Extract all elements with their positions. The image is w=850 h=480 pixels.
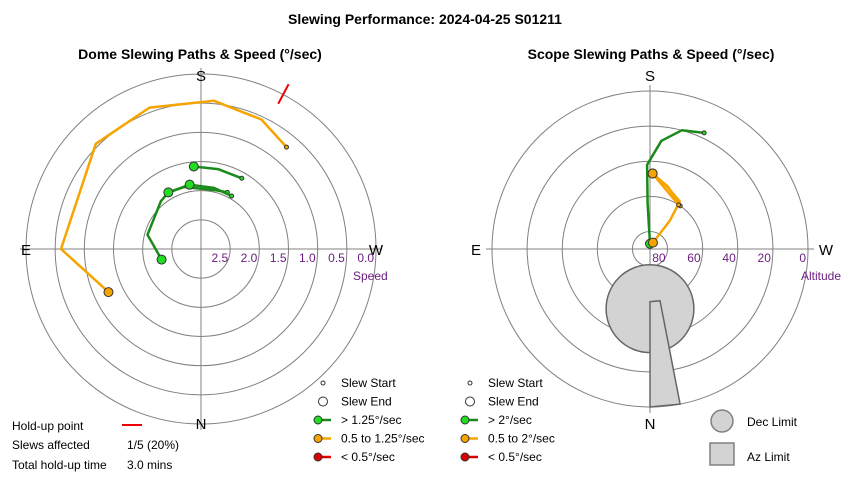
dome-legend-marker-fast bbox=[313, 415, 323, 425]
dome-slew-start-marker bbox=[184, 179, 195, 190]
dome-legend-end-symbol bbox=[318, 396, 328, 407]
scope-slew-path bbox=[651, 172, 680, 207]
figure-title: Slewing Performance: 2024-04-25 S01211 bbox=[288, 11, 562, 27]
scope-legend-marker-fast bbox=[460, 415, 470, 425]
scope-legend-label: Slew Start bbox=[488, 376, 543, 390]
dome-slew-start-marker bbox=[163, 187, 174, 198]
dome-polar-chart: Dome Slewing Paths & Speed (°/sec) S N E… bbox=[20, 46, 388, 433]
scope-az-limit-zone bbox=[649, 299, 681, 408]
dome-slew-path bbox=[192, 165, 244, 180]
scope-radial-axis-label: Altitude bbox=[801, 269, 841, 283]
dome-slew-start-marker bbox=[188, 161, 199, 172]
dome-holdup-marker bbox=[277, 83, 290, 105]
scope-radial-ticks: 80 60 40 20 0 bbox=[652, 251, 806, 265]
dome-legend: Slew Start Slew End > 1.25°/sec 0.5 to 1.25… bbox=[313, 376, 425, 464]
dome-slew-path bbox=[59, 99, 288, 294]
dome-direction-left: E bbox=[21, 242, 31, 259]
scope-tick-label: 60 bbox=[687, 251, 701, 265]
dome-legend-label: < 0.5°/sec bbox=[341, 450, 395, 464]
scope-slew-start-marker bbox=[647, 168, 658, 179]
dome-legend-label: Slew Start bbox=[341, 376, 396, 390]
dome-radial-axis-label: Speed bbox=[353, 269, 388, 283]
az-limit-legend-swatch bbox=[709, 442, 735, 466]
scope-slew-path bbox=[645, 129, 706, 245]
scope-tick-label: 20 bbox=[758, 251, 772, 265]
scope-legend-marker-slow bbox=[460, 452, 470, 462]
dome-slew-paths bbox=[59, 83, 290, 298]
scope-legend-label: 0.5 to 2°/sec bbox=[488, 432, 555, 446]
dome-legend-start-symbol bbox=[320, 380, 326, 386]
dome-slew-start-marker bbox=[103, 287, 114, 298]
scope-slew-start-marker bbox=[647, 237, 658, 248]
holdup-point-label: Hold-up point bbox=[12, 419, 84, 433]
dome-slew-end-marker bbox=[283, 144, 289, 150]
scope-legend-label: < 0.5°/sec bbox=[488, 450, 542, 464]
scope-slew-paths bbox=[645, 129, 707, 249]
dome-radial-ticks: 2.5 2.0 1.5 1.0 0.5 0.0 bbox=[211, 251, 374, 265]
scope-direction-top: S bbox=[645, 68, 655, 85]
scope-direction-right: W bbox=[819, 242, 834, 259]
dome-polar-grid bbox=[20, 68, 382, 430]
dome-direction-bottom: N bbox=[196, 416, 207, 433]
holdup-time-label: Total hold-up time bbox=[12, 458, 107, 472]
scope-tick-label: 0 bbox=[799, 251, 806, 265]
dome-slew-end-marker bbox=[229, 193, 235, 199]
dome-tick-label: 1.0 bbox=[299, 251, 316, 265]
scope-legend-marker-medium bbox=[460, 434, 470, 443]
holdup-time-value: 3.0 mins bbox=[127, 458, 172, 472]
dome-slew-start-marker bbox=[156, 254, 167, 265]
scope-limit-zones bbox=[605, 264, 695, 408]
dome-tick-label: 2.5 bbox=[211, 251, 228, 265]
scope-tick-label: 40 bbox=[722, 251, 736, 265]
scope-direction-bottom: N bbox=[645, 416, 656, 433]
dome-legend-marker-medium bbox=[313, 434, 323, 443]
scope-polar-chart: Scope Slewing Paths & Speed (°/sec) S N … bbox=[471, 46, 841, 433]
dec-limit-legend-swatch bbox=[710, 409, 734, 433]
scope-slew-end-marker bbox=[701, 130, 707, 136]
scope-legend-label: > 2°/sec bbox=[488, 413, 532, 427]
dome-legend-label: 0.5 to 1.25°/sec bbox=[341, 432, 425, 446]
slews-affected-label: Slews affected bbox=[12, 438, 90, 452]
dome-legend-label: > 1.25°/sec bbox=[341, 413, 402, 427]
scope-tick-label: 80 bbox=[652, 251, 666, 265]
az-limit-legend-label: Az Limit bbox=[747, 450, 790, 464]
dome-direction-right: W bbox=[369, 242, 384, 259]
dome-slew-end-marker bbox=[239, 175, 245, 181]
dec-limit-legend-label: Dec Limit bbox=[747, 415, 798, 429]
dome-legend-label: Slew End bbox=[341, 395, 392, 409]
dome-tick-label: 0.0 bbox=[357, 251, 374, 265]
dome-chart-title: Dome Slewing Paths & Speed (°/sec) bbox=[78, 46, 322, 62]
dome-slew-path bbox=[188, 183, 233, 198]
scope-direction-left: E bbox=[471, 242, 481, 259]
scope-legend-start-symbol bbox=[467, 380, 473, 386]
dome-tick-label: 0.5 bbox=[328, 251, 345, 265]
slews-affected-value: 1/5 (20%) bbox=[127, 438, 179, 452]
scope-slew-end-marker bbox=[676, 202, 682, 208]
limit-legend: Dec Limit Az Limit bbox=[709, 409, 798, 466]
scope-legend: Slew Start Slew End > 2°/sec 0.5 to 2°/sec <… bbox=[460, 376, 555, 464]
dome-legend-marker-slow bbox=[313, 452, 323, 462]
scope-legend-end-symbol bbox=[465, 396, 475, 407]
scope-chart-title: Scope Slewing Paths & Speed (°/sec) bbox=[528, 46, 775, 62]
holdup-stats: Hold-up point Slews affected 1/5 (20%) T… bbox=[12, 419, 179, 472]
dome-direction-top: S bbox=[196, 68, 206, 85]
dome-tick-label: 1.5 bbox=[270, 251, 287, 265]
dome-tick-label: 2.0 bbox=[241, 251, 258, 265]
scope-legend-label: Slew End bbox=[488, 395, 539, 409]
